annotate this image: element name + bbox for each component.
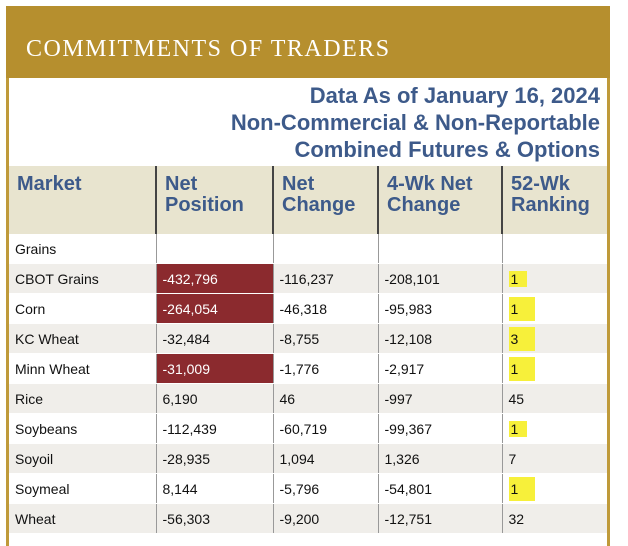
net-change-cell: 1,094 [273,443,379,474]
header-52wk-ranking: 52-Wk Ranking [502,166,607,234]
table-row: Grains [9,234,607,264]
ranking-cell: 32 [502,503,607,534]
net-position-cell: -28,935 [156,443,274,474]
net-position-cell: -32,484 [156,323,274,354]
net-position-cell: -112,439 [156,413,274,444]
four-wk-cell: -95,983 [378,293,503,324]
table-row: Soymeal 8,144 -5,796 -54,801 1 [9,473,607,504]
ranking-cell: 1 [502,353,607,384]
net-change-cell: -116,237 [273,263,379,294]
table-row: Soybeans -112,439 -60,719 -99,367 1 [9,413,607,444]
net-change-cell: 46 [273,383,379,414]
four-wk-cell: -54,801 [378,473,503,504]
net-position-cell: 8,144 [156,473,274,504]
ranking-cell: 1 [502,473,607,504]
ranking-cell: 1 [502,263,607,294]
four-wk-cell: -997 [378,383,503,414]
header-net-position: Net Position [156,166,274,234]
ranking-highlight: 3 [508,326,535,351]
net-position-cell: 6,190 [156,383,274,414]
table-row: CBOT Grains -432,796 -116,237 -208,101 1 [9,263,607,294]
data-date: Data As of January 16, 2024 [309,83,600,108]
table-row: KC Wheat -32,484 -8,755 -12,108 3 [9,323,607,354]
net-change-cell: -1,776 [273,353,379,384]
net-change-cell [273,234,379,264]
four-wk-cell: -208,101 [378,263,503,294]
data-type: Combined Futures & Options [294,137,600,162]
net-position-cell: -432,796 [156,263,274,294]
market-cell: Corn [9,293,157,324]
ranking-highlight: 1 [508,476,535,501]
four-wk-cell: -12,108 [378,323,503,354]
data-scope: Non-Commercial & Non-Reportable [230,110,600,135]
market-cell: Soymeal [9,473,157,504]
ranking-cell [502,234,607,264]
ranking-cell: 45 [502,383,607,414]
header-market: Market [9,166,157,234]
ranking-highlight: 1 [508,356,535,381]
four-wk-cell: -99,367 [378,413,503,444]
ranking-cell: 7 [502,443,607,474]
market-cell: Soybeans [9,413,157,444]
net-position-cell: -31,009 [156,353,274,384]
table-row: Rice 6,190 46 -997 45 [9,383,607,414]
table-row: Soyoil -28,935 1,094 1,326 7 [9,443,607,474]
market-cell: Wheat [9,503,157,534]
four-wk-cell: 1,326 [378,443,503,474]
market-cell: Minn Wheat [9,353,157,384]
net-change-cell: -46,318 [273,293,379,324]
header-net-change: Net Change [273,166,379,234]
header-4wk-net-change: 4-Wk Net Change [378,166,503,234]
ranking-cell: 1 [502,293,607,324]
market-cell: Rice [9,383,157,414]
table-row: Wheat -56,303 -9,200 -12,751 32 [9,503,607,534]
ranking-highlight: 1 [508,296,535,321]
net-position-cell [156,234,274,264]
net-position-cell: -56,303 [156,503,274,534]
net-position-cell: -264,054 [156,293,274,324]
four-wk-cell: -12,751 [378,503,503,534]
net-change-cell: -60,719 [273,413,379,444]
table-row: Corn -264,054 -46,318 -95,983 1 [9,293,607,324]
table-row: Minn Wheat -31,009 -1,776 -2,917 1 [9,353,607,384]
four-wk-cell: -2,917 [378,353,503,384]
net-change-cell: -9,200 [273,503,379,534]
net-change-cell: -5,796 [273,473,379,504]
net-change-cell: -8,755 [273,323,379,354]
ranking-cell: 1 [502,413,607,444]
cot-table: Market Net Position Net Change 4-Wk Net Cha… [9,166,607,534]
title-banner: COMMITMENTS OF TRADERS [6,6,610,78]
four-wk-cell [378,234,503,264]
market-cell: Soyoil [9,443,157,474]
market-cell: Grains [9,234,157,264]
report-title: COMMITMENTS OF TRADERS [26,36,391,62]
ranking-highlight: 1 [508,270,527,287]
header-row: Market Net Position Net Change 4-Wk Net Cha… [9,166,607,234]
market-cell: CBOT Grains [9,263,157,294]
market-cell: KC Wheat [9,323,157,354]
ranking-cell: 3 [502,323,607,354]
ranking-highlight: 1 [508,420,527,437]
